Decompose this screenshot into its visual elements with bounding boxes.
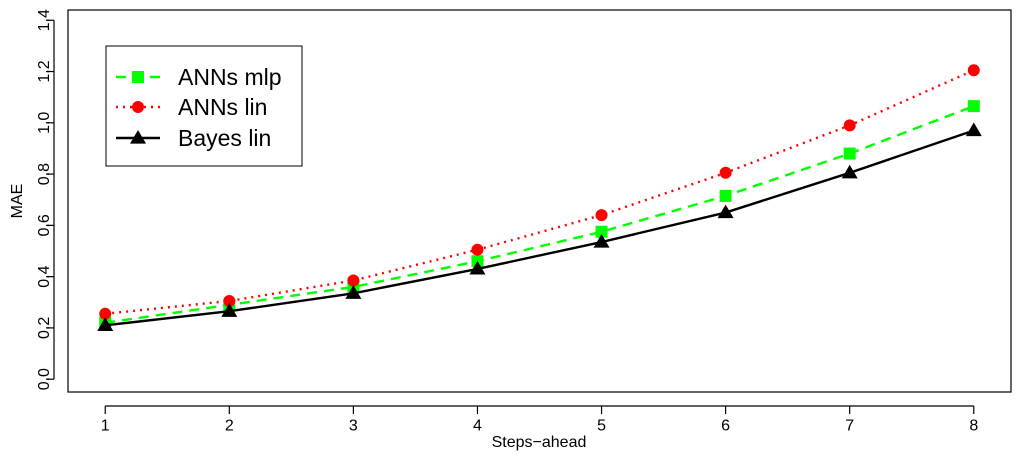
legend-marker-0 [132,71,144,83]
x-tick-label: 4 [473,417,482,434]
plot-frame [67,9,1012,393]
data-point-1-4 [595,209,608,222]
data-point-0-4 [595,225,608,238]
y-axis-title: MAE [9,184,26,219]
legend-marker-1 [132,101,144,113]
data-point-2-6 [841,164,858,179]
x-axis-title: Steps−ahead [492,434,587,451]
legend-label-0: ANNs mlp [178,64,282,90]
data-point-2-2 [345,285,362,299]
data-point-1-7 [967,64,980,77]
data-point-1-2 [347,274,360,287]
data-point-2-7 [965,122,982,137]
y-axis: 0.0 0.2 0.4 0.6 0.8 1.0 1.2 1.4 [36,9,55,390]
y-tick-label: 0.4 [36,265,53,287]
x-axis: 1 2 3 4 5 6 7 8 [101,405,978,434]
series-triangle [97,122,982,331]
y-tick-label: 0.6 [36,214,53,236]
y-tick-label: 1.4 [36,9,53,31]
series-line-2 [105,129,975,327]
legend-label-1: ANNs lin [178,94,267,120]
x-tick-label: 2 [225,417,234,434]
data-point-0-6 [843,147,856,160]
x-tick-label: 5 [597,417,606,434]
legend-label-2: Bayes lin [178,125,271,151]
series-layer [97,64,982,331]
data-point-1-3 [471,243,484,256]
data-point-1-0 [99,307,112,320]
data-point-1-1 [223,294,236,307]
legend: ANNs mlp ANNs lin Bayes lin [105,45,303,167]
series-circle [99,64,980,320]
data-point-1-6 [843,119,856,132]
y-tick-label: 1.0 [36,112,53,134]
x-tick-label: 8 [969,417,978,434]
y-tick-label: 0.8 [36,163,53,185]
data-point-1-5 [719,166,732,179]
y-tick-label: 0.0 [36,368,53,390]
data-point-2-5 [717,204,734,219]
data-point-2-1 [221,303,238,317]
data-point-0-5 [719,189,732,202]
data-point-2-0 [97,317,114,331]
data-point-2-3 [469,260,486,275]
legend-marker-2 [130,130,146,144]
y-tick-label: 0.2 [36,317,53,339]
x-tick-label: 6 [721,417,730,434]
data-point-0-7 [967,100,980,113]
x-tick-label: 7 [845,417,854,434]
y-tick-label: 1.2 [36,60,53,82]
x-tick-label: 3 [349,417,358,434]
data-point-2-4 [593,234,610,248]
series-line-1 [105,69,975,315]
x-tick-label: 1 [101,417,110,434]
